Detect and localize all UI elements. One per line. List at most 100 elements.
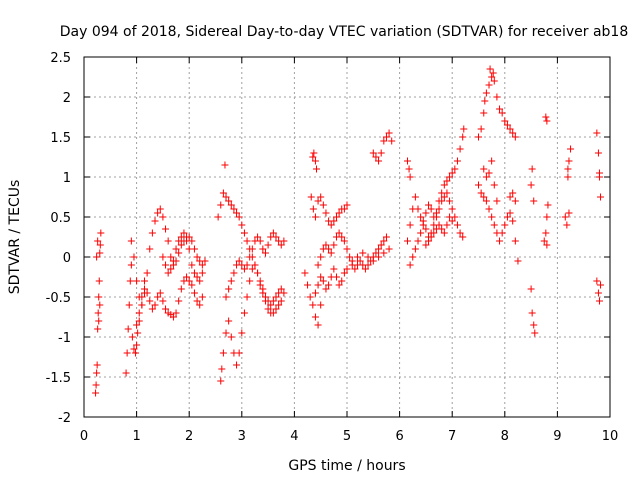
- data-point: [503, 121, 511, 129]
- data-point: [427, 233, 435, 241]
- data-point: [277, 285, 285, 293]
- data-point: [256, 281, 264, 289]
- data-point: [198, 293, 206, 301]
- data-point: [343, 201, 351, 209]
- data-point: [146, 245, 154, 253]
- data-point: [419, 221, 427, 229]
- series-pass-o-w6low: [403, 157, 456, 249]
- data-point: [162, 225, 170, 233]
- data-point: [259, 245, 267, 253]
- data-point: [154, 209, 162, 217]
- data-point: [230, 205, 238, 213]
- data-point: [317, 193, 325, 201]
- data-point: [225, 317, 233, 325]
- data-point: [243, 261, 251, 269]
- y-tick-label: -2: [58, 411, 71, 426]
- data-point: [496, 237, 504, 245]
- series-pass-h-w3mid: [222, 229, 288, 301]
- data-point: [198, 261, 206, 269]
- data-point: [127, 237, 135, 245]
- x-tick-label: 0: [80, 429, 88, 444]
- data-point: [235, 257, 243, 265]
- data-point: [175, 249, 183, 257]
- data-point: [343, 265, 351, 273]
- data-point: [135, 317, 143, 325]
- data-point: [96, 301, 104, 309]
- data-point: [151, 217, 159, 225]
- data-point: [477, 125, 485, 133]
- data-point: [164, 269, 172, 277]
- data-point: [172, 245, 180, 253]
- data-point: [446, 213, 454, 221]
- data-point: [448, 205, 456, 213]
- data-point: [372, 153, 380, 161]
- series-pass-r-w9: [527, 113, 605, 337]
- data-point: [124, 325, 132, 333]
- data-point: [94, 309, 102, 317]
- data-point: [148, 305, 156, 313]
- data-point: [564, 173, 572, 181]
- data-point: [338, 233, 346, 241]
- data-point: [501, 221, 509, 229]
- data-point: [159, 213, 167, 221]
- data-point: [364, 253, 372, 261]
- data-point: [482, 197, 490, 205]
- data-point: [317, 273, 325, 281]
- series-pass-f-w3: [214, 161, 288, 309]
- data-point: [528, 165, 536, 173]
- data-point: [375, 253, 383, 261]
- data-point: [322, 241, 330, 249]
- data-point: [375, 245, 383, 253]
- data-point: [498, 109, 506, 117]
- data-point: [227, 201, 235, 209]
- data-point: [475, 181, 482, 189]
- series-pass-a-start: [92, 229, 105, 397]
- data-point: [422, 225, 430, 233]
- data-point: [198, 269, 206, 277]
- data-point: [435, 205, 443, 213]
- data-point: [180, 229, 188, 237]
- y-tick-label: 2.5: [50, 51, 71, 66]
- data-point: [311, 157, 319, 165]
- data-point: [425, 201, 433, 209]
- data-point: [314, 197, 322, 205]
- data-point: [338, 277, 346, 285]
- x-tick-label: 5: [343, 429, 351, 444]
- data-point: [527, 181, 535, 189]
- data-point: [460, 125, 468, 133]
- data-point: [322, 209, 330, 217]
- data-point: [156, 205, 164, 213]
- data-point: [453, 221, 461, 229]
- data-point: [543, 117, 551, 125]
- data-point: [240, 229, 248, 237]
- data-point: [196, 301, 204, 309]
- data-point: [96, 241, 104, 249]
- data-point: [177, 233, 185, 241]
- data-point: [480, 165, 488, 173]
- data-point: [93, 369, 101, 377]
- data-point: [501, 117, 509, 125]
- data-point: [167, 265, 175, 273]
- x-tick-label: 4: [290, 429, 298, 444]
- data-point: [193, 253, 201, 261]
- data-point: [269, 229, 277, 237]
- data-point: [94, 325, 102, 333]
- data-point: [443, 221, 451, 229]
- data-point: [340, 205, 348, 213]
- data-point: [238, 329, 246, 337]
- data-point: [93, 253, 101, 261]
- data-point: [92, 389, 100, 397]
- data-point: [440, 181, 448, 189]
- data-point: [277, 297, 285, 305]
- data-point: [543, 241, 551, 249]
- data-point: [217, 377, 225, 385]
- data-point: [254, 233, 262, 241]
- data-point: [317, 301, 325, 309]
- data-point: [403, 237, 411, 245]
- x-tick-label: 2: [185, 429, 193, 444]
- data-point: [380, 137, 388, 145]
- data-point: [443, 177, 451, 185]
- data-point: [594, 289, 602, 297]
- data-point: [130, 253, 138, 261]
